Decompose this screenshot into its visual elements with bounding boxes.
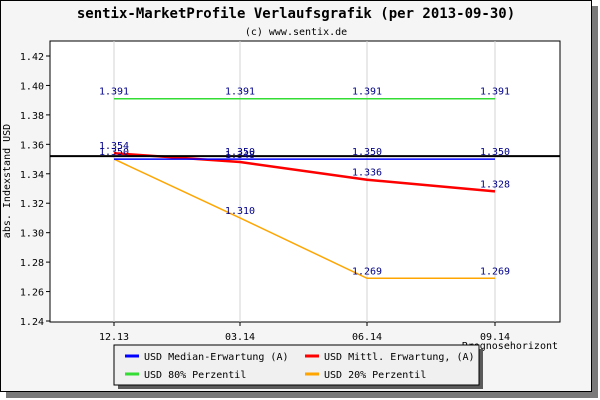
y-axis-ticks: 1.24 1.26 1.28 1.30 1.32 1.34 1.36 1.38 1.40 1.42 (20, 52, 50, 328)
legend-box (113, 344, 480, 386)
chart-title: sentix-MarketProfile Verlaufsgrafik (per… (77, 6, 515, 22)
data-label-s0-3: 1.350 (480, 147, 510, 158)
x-tick-label-3: 09.14 (480, 332, 510, 343)
data-label-s2-0: 1.391 (99, 87, 129, 98)
legend: USD Median-Erwartung (A) USD Mittl. Erwar… (113, 344, 483, 389)
x-axis-ticks: 12.13 03.14 06.14 09.14 (99, 322, 510, 343)
chart-subtitle: (c) www.sentix.de (245, 27, 347, 38)
data-label-s2-1: 1.391 (225, 87, 255, 98)
frame-shadow-right (592, 6, 598, 398)
x-axis-label: Prognosehorizont (462, 341, 558, 352)
series-group (50, 97, 560, 280)
y-tick-label-3: 1.30 (20, 229, 44, 240)
y-tick-label-8: 1.40 (20, 81, 44, 92)
frame-shadow-bottom (6, 392, 598, 398)
plot-area (49, 40, 561, 323)
legend-label-1: USD Mittl. Erwartung, (A) (324, 352, 475, 363)
legend-label-2: USD 80% Perzentil (144, 370, 246, 381)
data-label-s0-1: 1.350 (225, 147, 255, 158)
legend-label-3: USD 20% Perzentil (324, 370, 426, 381)
data-label-s1-3: 1.328 (480, 179, 510, 190)
data-labels: 1.350 1.350 1.350 1.3501.3541.3481.3361.328… (99, 87, 510, 278)
y-tick-label-2: 1.28 (20, 258, 44, 269)
data-label-s1-1: 1.348 (225, 150, 255, 161)
data-label-s1-2: 1.336 (352, 168, 382, 179)
x-tick-label-2: 06.14 (352, 332, 382, 343)
legend-label-0: USD Median-Erwartung (A) (144, 352, 289, 363)
data-label-s0-0: 1.350 (99, 147, 129, 158)
data-label-s1-0: 1.354 (99, 141, 129, 152)
x-tick-label-1: 03.14 (225, 332, 255, 343)
data-label-s3-2: 1.269 (352, 266, 382, 277)
y-tick-label-0: 1.24 (20, 317, 44, 328)
data-label-s2-2: 1.391 (352, 87, 382, 98)
y-tick-label-5: 1.34 (20, 170, 44, 181)
y-axis-label: abs. Indexstand USD (2, 124, 13, 238)
data-label-s2-3: 1.391 (480, 87, 510, 98)
series-line-3 (113, 158, 495, 280)
y-tick-label-6: 1.36 (20, 140, 44, 151)
data-label-s3-3: 1.269 (480, 266, 510, 277)
x-tick-label-0: 12.13 (99, 332, 129, 343)
y-tick-label-7: 1.38 (20, 111, 44, 122)
y-tick-label-9: 1.42 (20, 52, 44, 63)
series-line-1 (113, 151, 496, 193)
data-label-s3-1: 1.310 (225, 206, 255, 217)
grid-lines (113, 41, 496, 322)
y-tick-label-4: 1.32 (20, 199, 44, 210)
data-label-s0-2: 1.350 (352, 147, 382, 158)
y-tick-label-1: 1.26 (20, 288, 44, 299)
